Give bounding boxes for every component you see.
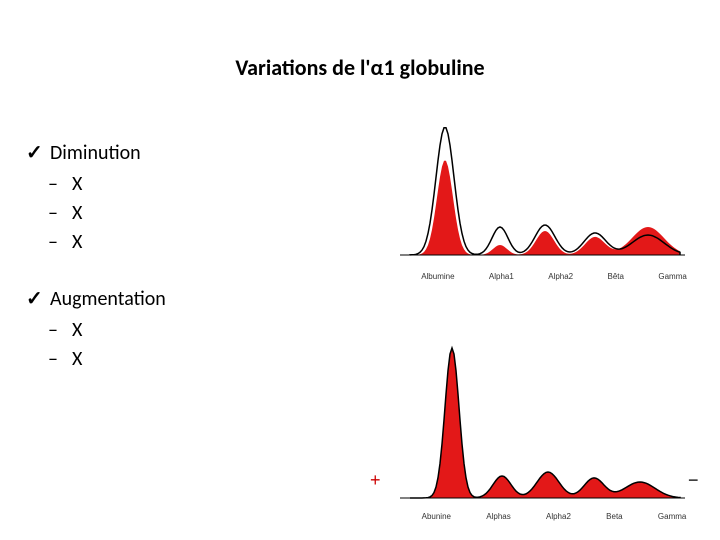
chart-x-labels-top: Albumine Alpha1 Alpha2 Bêta Gamma	[390, 272, 718, 281]
plus-sign: +	[370, 470, 381, 491]
chart-x-label: Alpha2	[548, 272, 573, 281]
slide: Variations de l'α1 globuline Diminution …	[0, 0, 720, 540]
chart-x-label: Beta	[606, 512, 622, 521]
list-item: X	[48, 229, 166, 256]
chart-x-label: Gamma	[658, 272, 686, 281]
chart-x-label: Albumine	[421, 272, 454, 281]
list-item: X	[48, 171, 166, 198]
chart-x-label: Gamma	[658, 512, 686, 521]
chart-x-label: Alpha1	[489, 272, 514, 281]
list-item: X	[48, 317, 166, 344]
chart-x-label: Abunine	[422, 512, 451, 521]
minus-sign: −	[688, 470, 699, 491]
electrophoresis-chart-diminution: Albumine Alpha1 Alpha2 Bêta Gamma	[390, 120, 718, 281]
chart-svg-top	[390, 120, 690, 270]
list-heading-augmentation: Augmentation	[26, 286, 166, 313]
list-item: X	[48, 200, 166, 227]
chart-x-label: Bêta	[608, 272, 624, 281]
list-item: X	[48, 346, 166, 373]
electrophoresis-chart-augmentation: + − AbunineAlphasAlpha2BetaGamma	[390, 340, 718, 521]
bullet-list: Diminution X X X Augmentation X X	[26, 140, 166, 375]
list-heading-diminution: Diminution	[26, 140, 166, 167]
slide-title: Variations de l'α1 globuline	[0, 54, 720, 81]
chart-svg-bottom	[390, 340, 690, 510]
chart-x-label: Alpha2	[546, 512, 571, 521]
chart-x-labels-bottom: Abunine Alphas Alpha2 Beta Gamma	[390, 512, 718, 521]
chart-x-label: Alphas	[486, 512, 510, 521]
